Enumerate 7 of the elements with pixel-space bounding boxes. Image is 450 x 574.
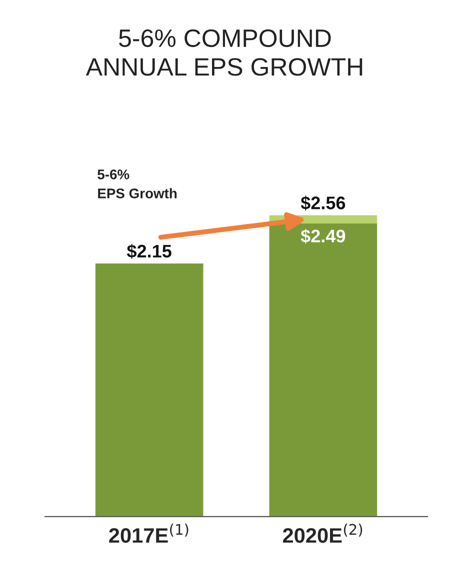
data-label: $2.49 (300, 228, 346, 244)
x-tick-label: 2017E$^{(1)}$ (109, 524, 188, 543)
text: 5-6% EPS Growth (98, 170, 177, 198)
total-label: $2.56 (300, 196, 346, 210)
data-label: $2.15 (126, 244, 172, 259)
chart-title: 5-6% COMPOUND ANNUAL EPS GROWTH (86, 29, 362, 76)
x-tick-label: 2020E$^{(2)}$ (282, 524, 362, 543)
